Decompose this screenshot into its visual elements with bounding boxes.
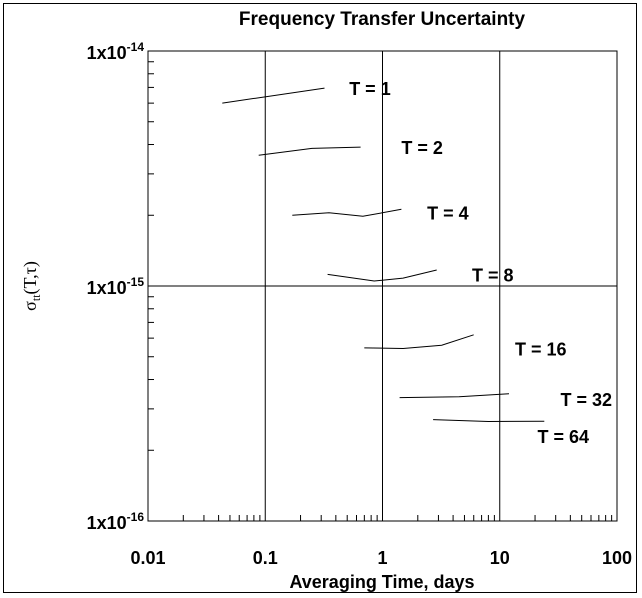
series-annotation-label: T = 16 (515, 340, 567, 360)
series-annotation-label: T = 4 (427, 204, 469, 224)
series-line-4 (327, 269, 437, 282)
x-axis-label: Averaging Time, days (289, 572, 474, 592)
series-annotation-label: T = 64 (538, 427, 590, 447)
series-line-3 (292, 208, 402, 217)
y-tick-label: 1x10-15 (87, 275, 145, 298)
series-annotation-label: T = 8 (472, 265, 514, 285)
x-tick-label: 1 (377, 548, 387, 568)
x-tick-label: 10 (490, 548, 510, 568)
y-tick-labels: 1x10-16 1x10-15 1x10-14 (87, 40, 145, 533)
series-line-5 (364, 334, 474, 350)
grid-lines (148, 51, 617, 521)
x-tick-labels: 0.01 0.1 1 10 100 (130, 548, 632, 568)
y-axis-label: σtt(T,τ) (20, 261, 43, 311)
series-line-1 (222, 87, 325, 104)
x-tick-label: 100 (602, 548, 632, 568)
series-line-7 (433, 419, 545, 423)
minor-ticks (148, 61, 613, 521)
y-tick-label: 1x10-16 (87, 510, 145, 533)
x-tick-label: 0.01 (130, 548, 165, 568)
chart-frame (3, 3, 637, 593)
annotation-layer: T = 1 T = 2 T = 4 T = 8 T = 16 T = 32 T = 64 (349, 79, 612, 447)
x-tick-label: 0.1 (253, 548, 278, 568)
series-layer (222, 87, 545, 423)
series-annotation-label: T = 1 (349, 79, 391, 99)
y-axis-label-text: σtt(T,τ) (20, 261, 43, 311)
series-annotation-label: T = 2 (401, 138, 443, 158)
chart-title: Frequency Transfer Uncertainty (239, 9, 526, 30)
series-line-6 (399, 393, 510, 399)
y-tick-label: 1x10-14 (87, 40, 145, 63)
plot-area-border (147, 50, 618, 522)
series-line-2 (258, 146, 361, 156)
series-annotation-label: T = 32 (561, 390, 613, 410)
